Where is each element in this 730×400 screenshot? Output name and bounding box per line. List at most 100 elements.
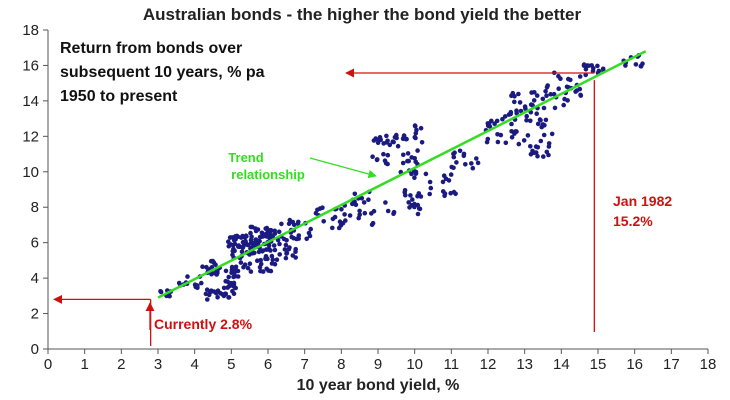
data-point <box>541 105 547 111</box>
data-point <box>543 89 548 94</box>
data-point <box>390 139 396 144</box>
data-point <box>381 151 386 157</box>
data-point <box>265 227 271 233</box>
data-point <box>528 118 533 124</box>
data-point <box>446 178 452 183</box>
data-point <box>463 162 468 167</box>
data-point <box>282 247 288 252</box>
data-point <box>185 274 190 279</box>
data-point <box>418 125 424 131</box>
data-point <box>544 85 550 90</box>
data-point <box>371 138 377 143</box>
data-point <box>272 231 278 236</box>
x-tick-label: 4 <box>190 356 198 373</box>
data-point <box>394 132 399 138</box>
data-point <box>385 208 391 214</box>
x-tick-label: 15 <box>590 356 607 373</box>
data-point <box>264 266 270 272</box>
data-point <box>226 243 232 249</box>
y-tick-label: 0 <box>31 341 39 358</box>
data-point <box>269 253 275 259</box>
data-point <box>633 62 639 67</box>
data-point <box>512 99 517 105</box>
data-point <box>268 268 274 274</box>
x-tick-label: 6 <box>264 356 272 373</box>
data-point <box>538 138 544 144</box>
data-point <box>352 191 358 197</box>
data-point <box>531 98 537 103</box>
data-point <box>578 93 584 98</box>
data-point <box>540 123 546 128</box>
data-point <box>376 138 381 143</box>
data-point <box>561 102 566 108</box>
data-point <box>342 212 347 217</box>
data-point <box>452 150 457 155</box>
data-point <box>440 179 446 185</box>
x-tick-label: 8 <box>337 356 345 373</box>
data-point <box>231 265 237 271</box>
data-point <box>516 141 522 147</box>
x-tick-label: 2 <box>117 356 125 373</box>
data-point <box>401 133 407 138</box>
data-point <box>383 161 389 166</box>
data-point <box>417 206 423 212</box>
data-point <box>518 108 524 114</box>
data-point <box>412 134 418 140</box>
data-point <box>370 154 375 159</box>
data-point <box>412 175 417 180</box>
data-point <box>357 208 362 214</box>
data-point <box>279 221 284 227</box>
data-point <box>461 153 467 159</box>
data-point <box>486 121 492 126</box>
data-point <box>284 250 290 256</box>
data-point <box>395 143 401 149</box>
x-axis-label: 10 year bond yield, % <box>297 377 460 394</box>
data-point <box>158 289 164 295</box>
data-point <box>290 253 296 258</box>
data-point <box>361 200 367 205</box>
data-point <box>485 136 491 142</box>
data-point <box>283 242 289 248</box>
data-point <box>259 230 265 236</box>
data-point <box>503 140 509 146</box>
data-point <box>258 257 264 263</box>
x-tick-label: 14 <box>553 356 570 373</box>
data-point <box>210 258 215 264</box>
data-point <box>573 89 578 94</box>
data-point <box>330 225 335 231</box>
data-point <box>226 295 232 300</box>
data-point <box>356 215 362 221</box>
data-point <box>414 127 419 133</box>
trend-label-line-1: Trend <box>228 150 263 165</box>
trend-line <box>157 50 647 299</box>
data-point <box>454 160 459 165</box>
data-point <box>359 196 365 201</box>
data-point <box>517 100 523 105</box>
axes: 0 1 2 3 4 5 6 7 8 9 10 11 12 13 14 15 16 17 18024681012141… <box>22 22 716 373</box>
data-point <box>451 189 457 195</box>
data-point <box>427 191 433 197</box>
data-point <box>266 243 272 248</box>
data-point <box>277 252 283 257</box>
data-points <box>158 53 645 302</box>
data-point <box>412 156 418 161</box>
data-point <box>495 139 501 145</box>
data-point <box>509 135 515 140</box>
data-point <box>272 247 278 253</box>
data-point <box>384 140 390 145</box>
data-point <box>404 136 409 142</box>
y-tick-label: 12 <box>22 128 39 145</box>
data-point <box>474 156 479 161</box>
data-point <box>245 265 251 271</box>
data-point <box>525 133 531 138</box>
data-point <box>223 278 228 284</box>
data-point <box>383 200 388 205</box>
data-point <box>595 63 600 69</box>
data-point <box>583 67 589 72</box>
data-point <box>287 245 292 250</box>
data-point <box>225 285 230 290</box>
data-point <box>528 144 533 149</box>
data-point <box>535 121 541 127</box>
data-point <box>336 225 342 231</box>
